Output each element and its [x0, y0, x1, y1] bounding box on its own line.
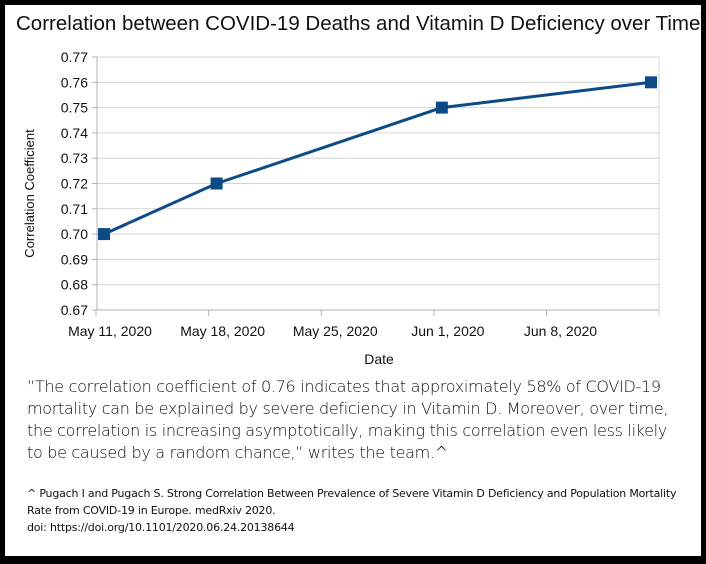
data-point-marker — [645, 76, 657, 89]
y-tick-label: 0.77 — [61, 49, 88, 65]
x-axis-title: Date — [364, 351, 394, 367]
y-tick-label: 0.67 — [61, 302, 88, 318]
y-tick-label: 0.70 — [61, 226, 88, 242]
y-tick-label: 0.71 — [61, 201, 88, 217]
series-line — [103, 80, 652, 236]
figure-frame — [5, 5, 701, 556]
y-axis-title: Correlation Coefficient — [22, 129, 37, 258]
citation: ^ Pugach I and Pugach S. Strong Correlat… — [27, 487, 677, 517]
x-tick-label: Jun 8, 2020 — [524, 323, 597, 339]
footnote: ^ Pugach I and Pugach S. Strong Correlat… — [27, 485, 687, 536]
y-tick-label: 0.75 — [61, 100, 88, 116]
x-tick-label: May 25, 2020 — [293, 323, 378, 339]
chart-title: Correlation between COVID-19 Deaths and … — [16, 8, 706, 36]
y-tick-label: 0.76 — [61, 74, 88, 90]
y-tick-label: 0.68 — [61, 277, 88, 293]
quote-text: ”The correlation coefficient of 0.76 ind… — [27, 377, 669, 462]
x-tick-label: Jun 1, 2020 — [411, 323, 484, 339]
y-tick-label: 0.69 — [61, 251, 88, 267]
title-footnote-marker: ^ — [700, 8, 706, 20]
y-tick-label: 0.74 — [61, 125, 88, 141]
data-point-marker — [98, 228, 110, 241]
doi-link[interactable]: doi: https://doi.org/10.1101/2020.06.24.… — [27, 521, 295, 534]
y-tick-label: 0.72 — [61, 176, 88, 192]
x-tick-label: May 18, 2020 — [180, 323, 265, 339]
x-tick-label: May 11, 2020 — [68, 323, 152, 339]
y-tick-label: 0.73 — [61, 150, 88, 166]
chart-title-text: Correlation between COVID-19 Deaths and … — [16, 12, 701, 35]
data-point-marker — [210, 177, 223, 190]
data-point-marker — [435, 101, 448, 114]
